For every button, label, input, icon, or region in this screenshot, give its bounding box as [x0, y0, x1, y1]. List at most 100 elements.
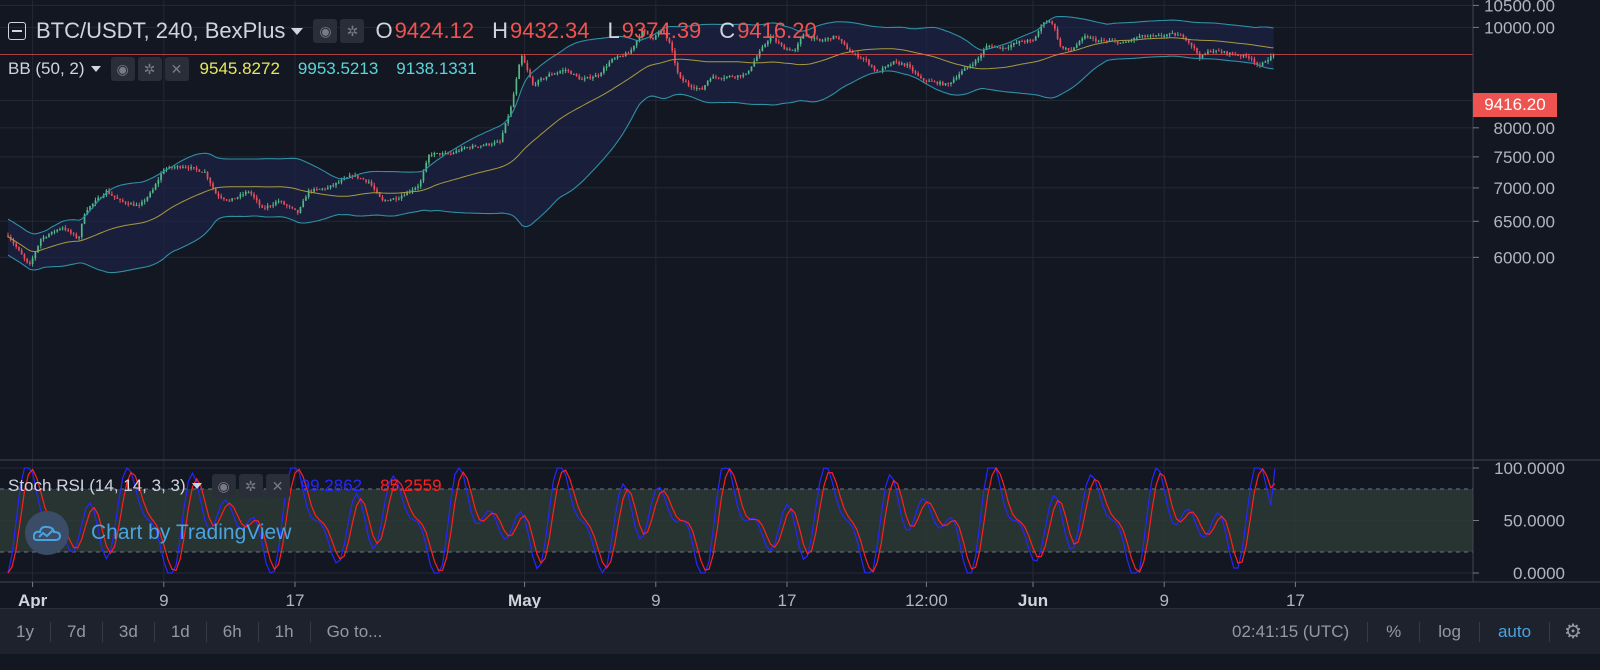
candle-body: [329, 185, 332, 188]
range-3d-button[interactable]: 3d: [103, 621, 155, 642]
candle-body: [728, 75, 731, 77]
percent-toggle[interactable]: %: [1368, 621, 1421, 642]
candle: [258, 199, 261, 209]
candle-body: [668, 38, 671, 43]
candle: [1015, 40, 1018, 44]
close-icon[interactable]: ✕: [265, 474, 290, 498]
candle: [857, 51, 859, 60]
candle-body: [515, 78, 518, 95]
close-icon[interactable]: ✕: [164, 57, 189, 81]
candle: [83, 213, 86, 225]
candle-body: [332, 185, 335, 187]
candle-body: [756, 56, 758, 62]
candle: [900, 61, 903, 66]
candle: [1013, 42, 1015, 48]
candle-body: [966, 67, 969, 69]
candle-body: [138, 205, 141, 207]
candle-body: [657, 32, 660, 36]
gear-icon[interactable]: ✲: [340, 19, 365, 43]
candle-body: [214, 188, 217, 194]
candle: [736, 75, 739, 81]
candle: [600, 71, 602, 78]
candle-body: [859, 57, 862, 59]
candle: [302, 198, 305, 208]
candle-body: [985, 45, 988, 50]
candle: [545, 76, 548, 81]
range-1h-button[interactable]: 1h: [259, 621, 311, 642]
candle-body: [430, 154, 433, 156]
candle: [1193, 43, 1196, 51]
tradingview-watermark[interactable]: Chart by TradingView: [25, 511, 291, 555]
candle-body: [195, 167, 198, 170]
candle: [111, 191, 113, 196]
candle-body: [422, 171, 425, 181]
candle-body: [1239, 55, 1242, 57]
candle-body: [179, 166, 182, 168]
candle: [1264, 60, 1267, 63]
range-1d-button[interactable]: 1d: [155, 621, 207, 642]
candle-body: [663, 29, 665, 33]
candle-body: [466, 147, 469, 149]
gear-icon[interactable]: ✲: [137, 57, 162, 81]
candle: [463, 145, 466, 150]
range-7d-button[interactable]: 7d: [51, 621, 103, 642]
settings-gear-icon[interactable]: ⚙: [1564, 621, 1582, 643]
candle-body: [767, 41, 769, 45]
candle-body: [671, 42, 674, 51]
candle: [720, 77, 723, 81]
candle: [526, 60, 529, 73]
candle-body: [346, 177, 348, 179]
stoch-dropdown-icon[interactable]: [191, 483, 202, 489]
candle: [127, 201, 130, 207]
candle-body: [1207, 51, 1209, 54]
range-1y-button[interactable]: 1y: [0, 621, 51, 642]
eye-icon[interactable]: ◉: [110, 57, 135, 81]
candle: [1103, 37, 1105, 42]
goto-button[interactable]: Go to...: [326, 621, 383, 641]
symbol-title[interactable]: BTC/USDT, 240, BexPlus: [36, 18, 286, 43]
log-toggle[interactable]: log: [1420, 621, 1480, 642]
candle: [562, 67, 564, 75]
gear-icon[interactable]: ✲: [238, 474, 263, 498]
collapse-icon[interactable]: [8, 22, 26, 40]
candle-body: [190, 167, 192, 169]
candle-body: [922, 78, 925, 81]
clock-time[interactable]: 02:41:15 (UTC): [1214, 621, 1369, 642]
candle-body: [881, 67, 884, 72]
chart-canvas[interactable]: 6000.006500.007000.007500.008000.008500.…: [0, 0, 1600, 608]
bb-dropdown-icon[interactable]: [90, 66, 101, 72]
candle: [698, 87, 701, 91]
x-tick-label: 12:00: [905, 591, 948, 608]
candle: [203, 169, 206, 173]
candle-body: [1179, 34, 1182, 36]
candle: [119, 198, 121, 203]
candle-body: [911, 67, 914, 72]
candle-body: [154, 184, 157, 190]
candle-body: [152, 189, 154, 193]
symbol-dropdown-icon[interactable]: [291, 27, 304, 35]
bb-upper-line: [7, 15, 1274, 235]
candle-body: [1261, 62, 1264, 66]
candle: [1062, 46, 1064, 50]
candle-body: [952, 79, 955, 83]
candle-body: [452, 152, 455, 154]
candle-body: [203, 171, 206, 173]
candle-body: [23, 254, 26, 259]
candle-body: [335, 182, 337, 186]
candle: [250, 190, 253, 197]
stoch-label[interactable]: Stoch RSI (14, 14, 3, 3): [8, 476, 186, 495]
candle-body: [250, 191, 253, 195]
eye-icon[interactable]: ◉: [211, 474, 236, 498]
bb-label[interactable]: BB (50, 2): [8, 59, 85, 78]
candle: [26, 258, 28, 264]
range-6h-button[interactable]: 6h: [207, 621, 259, 642]
candle: [936, 81, 939, 86]
candle: [488, 143, 490, 147]
auto-toggle[interactable]: auto: [1480, 621, 1551, 642]
candle: [1089, 35, 1092, 40]
candle: [799, 37, 802, 47]
candle-body: [884, 66, 887, 68]
candle: [1196, 47, 1198, 55]
candle: [234, 198, 236, 200]
eye-icon[interactable]: ◉: [313, 19, 338, 43]
